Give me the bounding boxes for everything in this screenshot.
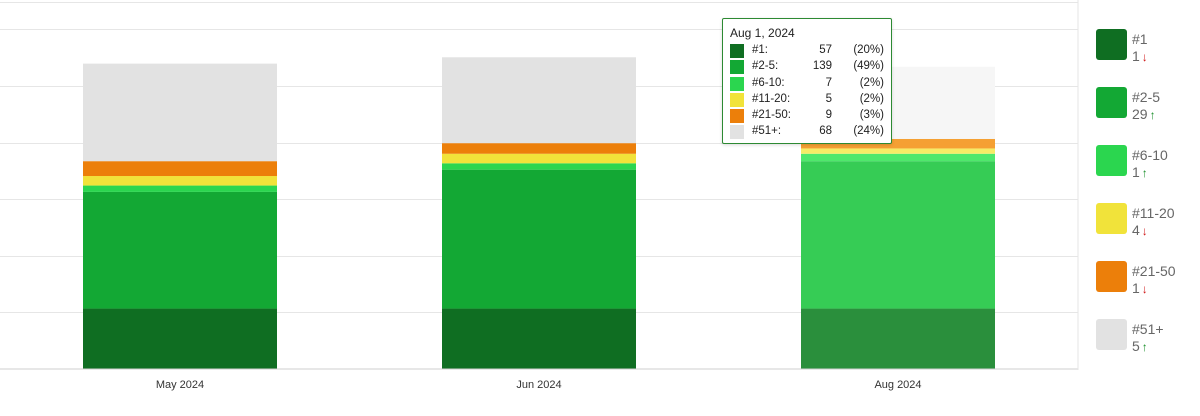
bar-segment-rank-51plus-jun-2024[interactable] <box>442 57 636 144</box>
legend-change-value: 1 <box>1132 280 1140 296</box>
bar-segment-rank-2-5-jun-2024[interactable] <box>442 169 636 309</box>
bar-segment-rank-11-20-jun-2024[interactable] <box>442 153 636 164</box>
legend-label: #1 <box>1132 31 1148 47</box>
tooltip-label: #2-5: <box>752 60 779 73</box>
tooltip-swatch <box>730 44 744 58</box>
legend-change-value: 1 <box>1132 48 1140 64</box>
arrow-down-icon: ↓ <box>1141 282 1148 296</box>
legend-change-value: 29 <box>1132 106 1148 122</box>
bar-segment-rank-21-50-aug-2024[interactable] <box>801 138 995 149</box>
tooltip-percent: (2%) <box>859 92 884 105</box>
legend-label: #2-5 <box>1132 89 1161 105</box>
x-tick-label: May 2024 <box>156 379 204 391</box>
bar-segment-rank-21-50-may-2024[interactable] <box>83 161 277 177</box>
bar-segment-rank-2-5-may-2024[interactable] <box>83 191 277 309</box>
tooltip-count: 9 <box>825 109 832 122</box>
bar-segment-rank-1-aug-2024[interactable] <box>801 308 995 369</box>
tooltip-count: 57 <box>819 44 832 56</box>
stacked-bar-chart: May 2024 Jun 2024 Aug 2024 <box>0 0 1079 391</box>
arrow-up-icon: ↑ <box>1141 340 1148 354</box>
tooltip-percent: (49%) <box>853 60 884 73</box>
tooltip-swatch <box>730 125 744 140</box>
bar-segment-rank-11-20-aug-2024[interactable] <box>801 148 995 154</box>
tooltip-title: Aug 1, 2024 <box>730 26 795 40</box>
tooltip-row: #6-10: 7 (2%) <box>730 76 884 92</box>
x-tick-label: Jun 2024 <box>516 379 561 391</box>
legend-item[interactable]: #21-50 1 ↓ <box>1096 261 1200 319</box>
legend-swatch <box>1096 261 1127 292</box>
tooltip-row: #51+: 68 (24%) <box>730 124 884 140</box>
tooltip-label: #6-10: <box>752 76 785 89</box>
legend-change-value: 1 <box>1132 164 1140 180</box>
tooltip-label: #11-20: <box>752 92 791 105</box>
legend-swatch <box>1096 203 1127 234</box>
legend-change: 4 ↓ <box>1132 222 1148 238</box>
arrow-down-icon: ↓ <box>1141 50 1148 64</box>
bar-segment-rank-6-10-jun-2024[interactable] <box>442 163 636 170</box>
tooltip-label: #1: <box>752 44 768 56</box>
bar-segment-rank-1-jun-2024[interactable] <box>442 308 636 369</box>
legend-item[interactable]: #51+ 5 ↑ <box>1096 319 1200 377</box>
tooltip-label: #51+: <box>752 125 782 138</box>
bar-segment-rank-51plus-may-2024[interactable] <box>83 63 277 162</box>
bar-segment-rank-2-5-aug-2024[interactable] <box>801 161 995 309</box>
bar-segment-rank-6-10-may-2024[interactable] <box>83 185 277 192</box>
tooltip-swatch <box>730 92 744 107</box>
legend-item[interactable]: #1 1 ↓ <box>1096 29 1200 87</box>
x-tick-label: Aug 2024 <box>874 379 921 391</box>
x-tick-labels: May 2024 Jun 2024 Aug 2024 <box>156 379 922 391</box>
legend-change: 1 ↑ <box>1132 164 1148 180</box>
legend: #1 1 ↓ #2-5 29 ↑ #6-10 1 ↑ #11-20 4 ↓ #21-50 1 ↓ #51+ 5 ↑ <box>1096 29 1200 377</box>
legend-change: 29 ↑ <box>1132 106 1156 122</box>
tooltip-percent: (3%) <box>859 109 884 122</box>
arrow-up-icon: ↑ <box>1141 166 1148 180</box>
tooltip-count: 5 <box>825 92 832 105</box>
tooltip-rows: #1: 57 (20%) #2-5: 139 (49%) #6-10: 7 (2%) #11-20… <box>730 43 884 141</box>
legend-label: #51+ <box>1132 321 1164 337</box>
legend-change-value: 4 <box>1132 222 1140 238</box>
legend-item[interactable]: #2-5 29 ↑ <box>1096 87 1200 145</box>
tooltip-count: 7 <box>825 76 832 89</box>
tooltip-row: #1: 57 (20%) <box>730 43 884 59</box>
tooltip-swatch <box>730 76 744 91</box>
legend-item[interactable]: #6-10 1 ↑ <box>1096 145 1200 203</box>
legend-swatch <box>1096 145 1127 176</box>
tooltip-percent: (20%) <box>853 44 884 56</box>
legend-label: #21-50 <box>1132 263 1176 279</box>
tooltip-percent: (2%) <box>859 76 884 89</box>
bar-segment-rank-21-50-jun-2024[interactable] <box>442 143 636 154</box>
tooltip-swatch <box>730 109 744 124</box>
legend-change: 1 ↓ <box>1132 48 1148 64</box>
tooltip-label: #21-50: <box>752 109 792 122</box>
tooltip-percent: (24%) <box>853 125 884 138</box>
arrow-up-icon: ↑ <box>1149 108 1156 122</box>
legend-change: 5 ↑ <box>1132 338 1148 354</box>
legend-swatch <box>1096 29 1127 60</box>
bar-segment-rank-11-20-may-2024[interactable] <box>83 176 277 186</box>
tooltip-row: #21-50: 9 (3%) <box>730 108 884 124</box>
arrow-down-icon: ↓ <box>1141 224 1148 238</box>
legend-change: 1 ↓ <box>1132 280 1148 296</box>
bar-segment-rank-6-10-aug-2024[interactable] <box>801 153 995 162</box>
tooltip-row: #11-20: 5 (2%) <box>730 92 884 108</box>
tooltip: Aug 1, 2024 #1: 57 (20%) #2-5: 139 (49%) #6-10… <box>722 18 892 144</box>
legend-swatch <box>1096 87 1127 118</box>
bar-segment-rank-1-may-2024[interactable] <box>83 308 277 369</box>
tooltip-count: 68 <box>819 125 832 138</box>
tooltip-count: 139 <box>812 60 832 73</box>
legend-item[interactable]: #11-20 4 ↓ <box>1096 203 1200 261</box>
legend-swatch <box>1096 319 1127 350</box>
legend-label: #11-20 <box>1132 205 1175 221</box>
tooltip-row: #2-5: 139 (49%) <box>730 59 884 75</box>
legend-label: #6-10 <box>1132 147 1168 163</box>
bar-stacks <box>83 57 995 369</box>
tooltip-swatch <box>730 60 744 75</box>
legend-change-value: 5 <box>1132 338 1140 354</box>
